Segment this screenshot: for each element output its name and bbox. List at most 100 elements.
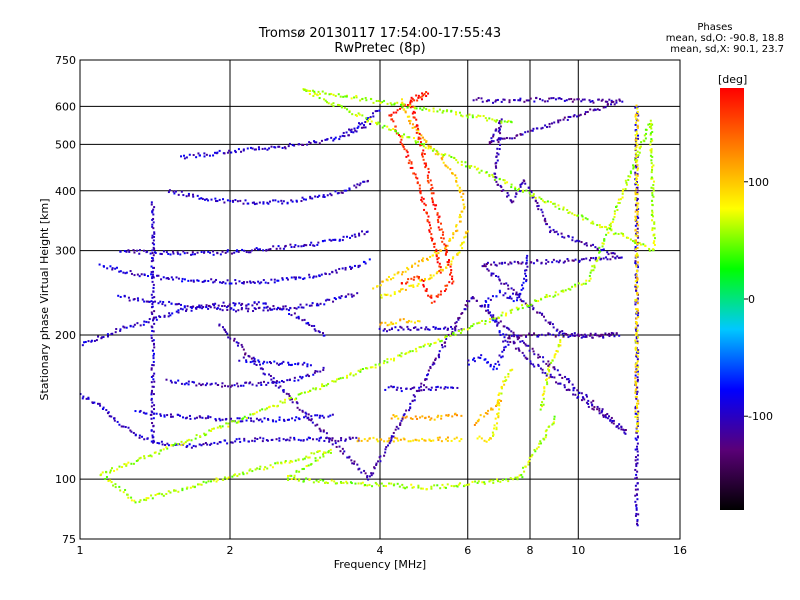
data-point [567, 381, 570, 384]
data-point [567, 115, 570, 118]
data-point [437, 152, 440, 155]
data-point [495, 320, 498, 323]
data-point [210, 429, 213, 432]
data-point [463, 308, 466, 311]
data-point [155, 412, 158, 415]
data-point [418, 389, 421, 392]
data-point [451, 278, 454, 281]
data-point [532, 194, 535, 197]
data-point [491, 173, 494, 176]
data-point [538, 355, 541, 358]
data-point [239, 420, 242, 423]
data-point [587, 405, 590, 408]
data-point [433, 245, 436, 248]
data-point [269, 308, 272, 311]
data-point [340, 439, 343, 442]
data-point [308, 418, 311, 421]
data-point [192, 279, 195, 282]
data-point [328, 273, 331, 276]
data-point [261, 147, 264, 150]
data-point [498, 127, 501, 130]
data-point [238, 302, 241, 305]
data-point [300, 306, 303, 309]
data-point [606, 100, 609, 103]
data-point [539, 440, 542, 443]
data-point [204, 198, 207, 201]
data-point [601, 245, 604, 248]
data-point [634, 383, 637, 386]
data-point [549, 200, 552, 203]
data-point [302, 143, 305, 146]
data-point [423, 343, 426, 346]
data-point [452, 386, 455, 389]
data-point [151, 225, 154, 228]
data-point [249, 417, 252, 420]
data-point [452, 280, 455, 283]
data-point [428, 109, 431, 112]
data-point [151, 305, 154, 308]
data-point [513, 260, 516, 263]
data-point [438, 108, 441, 111]
data-point [195, 384, 198, 387]
data-point [652, 164, 655, 167]
data-point [426, 328, 429, 331]
data-point [436, 436, 439, 439]
data-point [322, 366, 325, 369]
data-point [180, 303, 183, 306]
colorbar-tick-label: 0 [748, 293, 755, 306]
data-point [532, 350, 535, 353]
data-point [299, 303, 302, 306]
data-point [605, 233, 608, 236]
data-point [491, 118, 494, 121]
data-point [151, 434, 154, 437]
data-point [445, 414, 448, 417]
data-point [411, 126, 414, 129]
data-point [574, 240, 577, 243]
data-point [634, 303, 637, 306]
data-point [255, 202, 258, 205]
data-point [295, 401, 298, 404]
data-point [230, 151, 233, 154]
data-point [472, 297, 475, 300]
data-point [354, 114, 357, 117]
data-point [635, 330, 638, 333]
data-point [278, 145, 281, 148]
data-point [510, 201, 513, 204]
data-point [494, 165, 497, 168]
data-point [639, 243, 642, 246]
data-point [373, 467, 376, 470]
data-point [160, 440, 163, 443]
data-point [503, 137, 506, 140]
data-point [295, 307, 298, 310]
data-point [636, 488, 639, 491]
data-point [162, 301, 165, 304]
data-point [434, 341, 437, 344]
data-point [127, 249, 130, 252]
data-point [493, 119, 496, 122]
data-point [636, 105, 639, 108]
data-point [421, 153, 424, 156]
data-point [342, 452, 345, 455]
data-point [523, 180, 526, 183]
data-point [391, 118, 394, 121]
data-point [475, 299, 478, 302]
data-point [169, 491, 172, 494]
data-point [300, 200, 303, 203]
data-point [373, 466, 376, 469]
data-point [138, 436, 141, 439]
data-point [592, 408, 595, 411]
data-point [257, 359, 260, 362]
data-point [564, 375, 567, 378]
data-point [200, 483, 203, 486]
data-point [324, 272, 327, 275]
data-point [521, 466, 524, 469]
data-point [602, 106, 605, 109]
data-point [439, 386, 442, 389]
data-point [150, 398, 153, 401]
data-point [636, 376, 639, 379]
data-point [535, 447, 538, 450]
data-point [379, 323, 382, 326]
data-point [438, 350, 441, 353]
data-point [436, 261, 439, 264]
data-point [574, 283, 577, 286]
